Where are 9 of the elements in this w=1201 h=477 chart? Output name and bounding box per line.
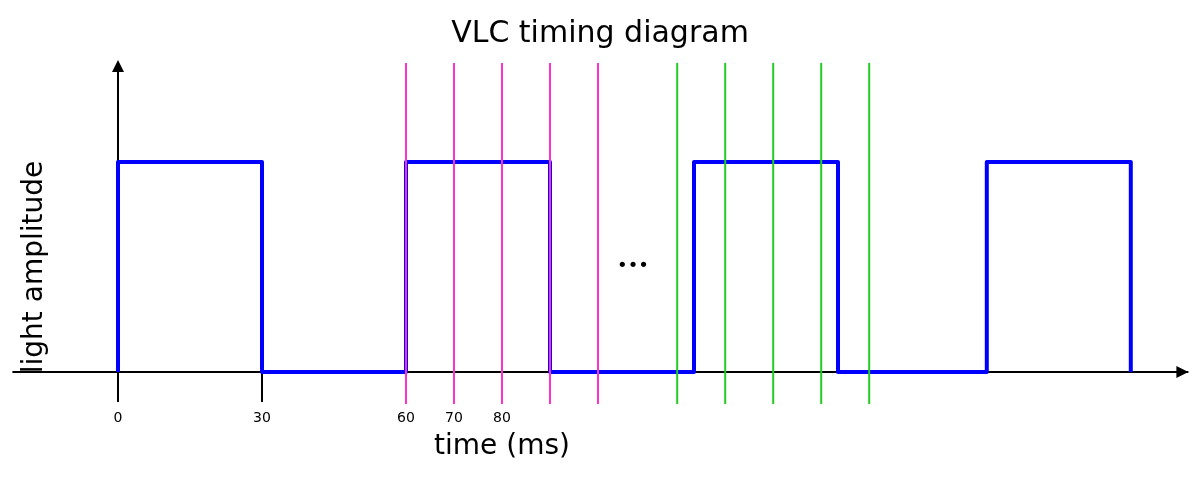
x-tick-label: 80	[493, 409, 511, 425]
x-tick-label: 70	[445, 409, 463, 425]
x-tick-label: 0	[113, 409, 123, 425]
chart-title: VLC timing diagram	[451, 14, 749, 49]
annotation: •••	[617, 254, 649, 275]
x-tick-label: 60	[397, 409, 415, 425]
x-tick-label: 30	[253, 409, 271, 425]
y-axis-title: light amplitude	[16, 160, 49, 374]
x-axis-title: time (ms)	[434, 428, 570, 461]
